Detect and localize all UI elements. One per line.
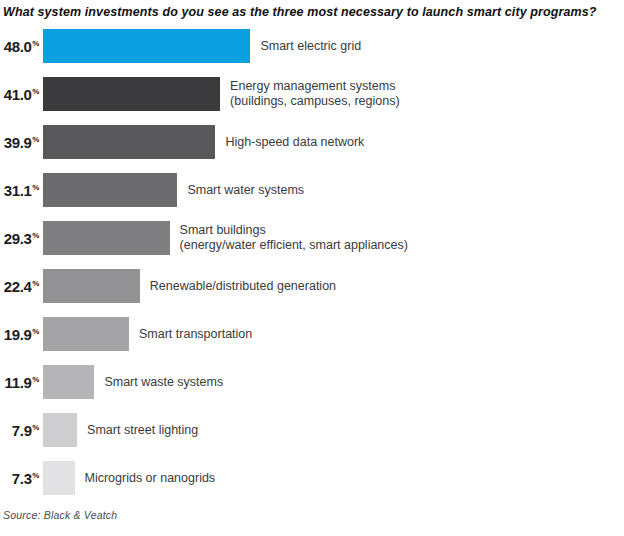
bar	[43, 173, 177, 207]
percent-sign: %	[32, 183, 39, 192]
bar-row: 22.4% Renewable/distributed generation	[3, 269, 624, 303]
bar-label-line: High-speed data network	[225, 135, 364, 150]
bar-label-line: Smart water systems	[187, 183, 304, 198]
bar-label: Smart transportation	[139, 327, 252, 342]
bar-label-line: (buildings, campuses, regions)	[230, 94, 400, 109]
percent-sign: %	[32, 87, 39, 96]
bar	[43, 29, 250, 63]
bar	[43, 221, 170, 255]
bar-chart: What system investments do you see as th…	[0, 0, 624, 536]
bar-row: 41.0% Energy management systems(buildings…	[3, 77, 624, 111]
bar-label-line: Smart street lighting	[87, 423, 198, 438]
bar	[43, 77, 220, 111]
bar-rows: 48.0% Smart electric grid 41.0% Energy mana…	[3, 29, 624, 495]
bar-label: Smart electric grid	[260, 39, 361, 54]
bar-row: 29.3% Smart buildings(energy/water effici…	[3, 221, 624, 255]
bar	[43, 413, 77, 447]
bar-value: 48.0%	[3, 39, 39, 54]
percent-sign: %	[32, 423, 39, 432]
bar-row: 7.9% Smart street lighting	[3, 413, 624, 447]
percent-sign: %	[32, 135, 39, 144]
bar-label-line: Smart electric grid	[260, 39, 361, 54]
bar	[43, 461, 75, 495]
bar-value: 11.9%	[3, 375, 39, 390]
bar-label-line: Renewable/distributed generation	[150, 279, 336, 294]
bar	[43, 365, 94, 399]
bar-value: 31.1%	[3, 183, 39, 198]
bar-row: 7.3% Microgrids or nanogrids	[3, 461, 624, 495]
bar-row: 39.9% High-speed data network	[3, 125, 624, 159]
bar-label: High-speed data network	[225, 135, 364, 150]
percent-sign: %	[32, 279, 39, 288]
percent-sign: %	[32, 471, 39, 480]
bar-label-line: Smart waste systems	[104, 375, 223, 390]
bar-label: Smart buildings(energy/water efficient, …	[180, 223, 408, 253]
bar-row: 31.1% Smart water systems	[3, 173, 624, 207]
bar-value: 29.3%	[3, 231, 39, 246]
bar-value: 39.9%	[3, 135, 39, 150]
bar-value: 22.4%	[3, 279, 39, 294]
bar-label-line: Smart transportation	[139, 327, 252, 342]
bar-row: 11.9% Smart waste systems	[3, 365, 624, 399]
bar-row: 19.9% Smart transportation	[3, 317, 624, 351]
bar-label-line: Energy management systems	[230, 79, 400, 94]
percent-sign: %	[32, 327, 39, 336]
source-note: Source: Black & Veatch	[3, 509, 624, 521]
bar-label-line: (energy/water efficient, smart appliance…	[180, 238, 408, 253]
percent-sign: %	[32, 375, 39, 384]
bar-label: Microgrids or nanogrids	[85, 471, 216, 486]
bar-label: Smart street lighting	[87, 423, 198, 438]
bar-value: 7.3%	[3, 471, 39, 486]
bar-value: 41.0%	[3, 87, 39, 102]
bar-value: 7.9%	[3, 423, 39, 438]
bar-label: Energy management systems(buildings, cam…	[230, 79, 400, 109]
bar-value: 19.9%	[3, 327, 39, 342]
bar-row: 48.0% Smart electric grid	[3, 29, 624, 63]
bar	[43, 317, 129, 351]
bar-label-line: Smart buildings	[180, 223, 408, 238]
percent-sign: %	[32, 231, 39, 240]
bar	[43, 269, 140, 303]
bar-label: Renewable/distributed generation	[150, 279, 336, 294]
bar-label-line: Microgrids or nanogrids	[85, 471, 216, 486]
percent-sign: %	[32, 39, 39, 48]
bar-label: Smart water systems	[187, 183, 304, 198]
chart-title: What system investments do you see as th…	[3, 5, 624, 20]
bar-label: Smart waste systems	[104, 375, 223, 390]
bar	[43, 125, 215, 159]
